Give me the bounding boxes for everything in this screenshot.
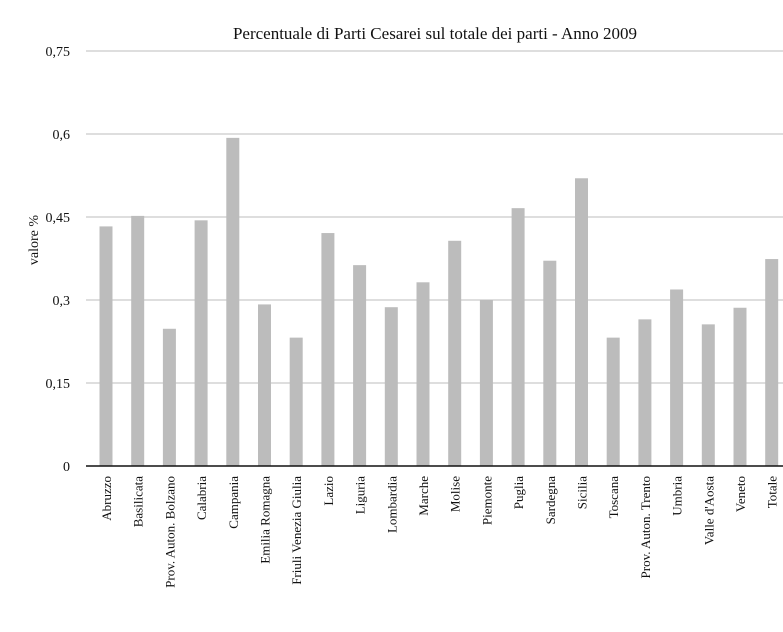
bar <box>131 215 145 466</box>
bar <box>543 260 557 466</box>
bar <box>321 233 335 466</box>
x-tick-label: Valle d'Aosta <box>701 476 716 545</box>
bar <box>701 324 715 466</box>
x-tick-label: Friuli Venezia Giulia <box>289 476 304 585</box>
x-tick-label: Campania <box>226 476 241 529</box>
bar <box>733 307 747 466</box>
bar <box>258 304 271 466</box>
y-tick-label: 0,6 <box>53 128 71 143</box>
bar <box>638 319 652 466</box>
x-tick-label: Sardegna <box>543 476 558 525</box>
x-tick-label: Piemonte <box>479 476 494 525</box>
y-tick-label: 0,75 <box>46 45 71 60</box>
x-tick-label: Prov. Auton. Bolzano <box>162 476 177 588</box>
x-tick-label: Puglia <box>511 476 526 509</box>
bar <box>353 265 367 466</box>
y-axis-label: valore % <box>27 215 42 265</box>
bar <box>670 289 684 466</box>
x-tick-label: Prov. Auton. Trento <box>638 476 653 578</box>
x-tick-label: Calabria <box>194 476 209 520</box>
x-tick-label: Sicilia <box>575 476 590 509</box>
x-tick-label: Veneto <box>733 476 748 512</box>
x-tick-labels: Abruzzo Basilicata Prov. Auton. Bolzano Cal… <box>99 476 780 588</box>
x-tick-label: Marche <box>416 476 431 516</box>
bar <box>289 337 303 466</box>
x-tick-label: Liguria <box>353 476 368 514</box>
y-tick-label: 0,15 <box>46 377 71 392</box>
x-tick-label: Toscana <box>606 476 621 519</box>
x-tick-label: Totale <box>765 476 780 509</box>
x-tick-label: Abruzzo <box>99 476 114 521</box>
bar <box>765 259 779 466</box>
x-tick-label: Umbria <box>670 476 685 516</box>
y-tick-label: 0 <box>63 460 70 475</box>
bar <box>479 300 493 466</box>
y-tick-label: 0,45 <box>46 211 71 226</box>
bar <box>162 328 176 466</box>
bar <box>575 178 588 466</box>
x-tick-label: Basilicata <box>131 476 146 527</box>
bar <box>226 137 240 466</box>
chart-title: Percentuale di Parti Cesarei sul totale … <box>233 24 637 43</box>
bar <box>99 226 113 466</box>
x-tick-label: Emilia Romagna <box>258 476 273 564</box>
bar <box>194 220 208 466</box>
bar <box>384 307 398 466</box>
y-tick-label: 0,3 <box>53 294 71 309</box>
bar <box>448 240 462 466</box>
bar <box>416 282 430 466</box>
x-tick-label: Lombardia <box>384 476 399 533</box>
y-tick-labels: 0 0,15 0,3 0,45 0,6 0,75 <box>46 45 71 475</box>
bars <box>99 137 779 466</box>
bar <box>606 337 620 466</box>
x-tick-label: Lazio <box>321 476 336 506</box>
x-tick-label: Molise <box>448 476 463 512</box>
bar <box>511 208 525 466</box>
